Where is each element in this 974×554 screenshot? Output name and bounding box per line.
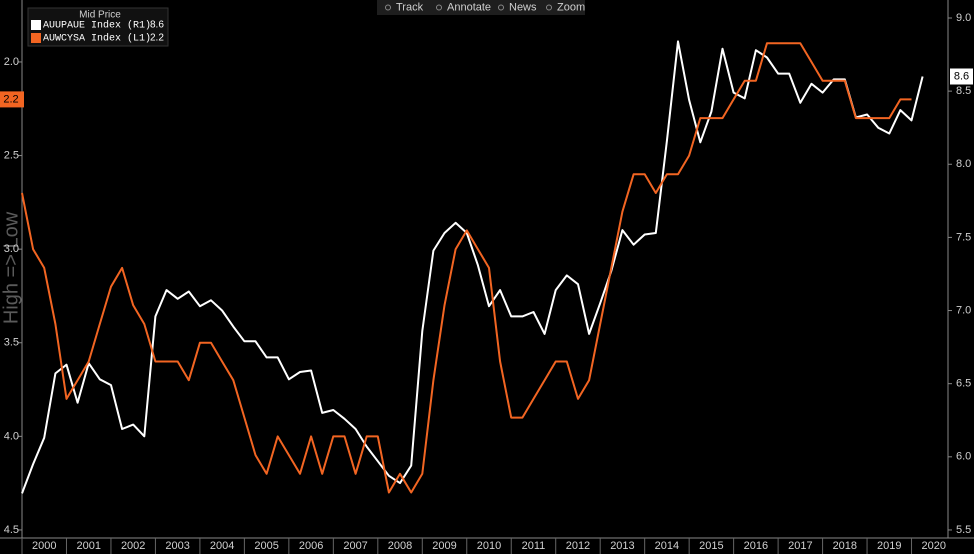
x-tick-label: 2001 [76,540,100,552]
toolbar-icon [436,4,442,11]
y-tick-label: 4.5 [4,524,19,536]
x-tick-label: 2000 [32,540,56,552]
series-line [21,42,912,494]
y2-tick-label: 8.0 [956,158,971,170]
x-tick-label: 2009 [432,540,456,552]
y-tick-label: 3.0 [4,243,19,255]
last-value-badge [950,68,973,85]
toolbar: Track Annotate News Zoom [377,0,585,15]
y-tick-label: 4.0 [4,430,19,442]
legend-label: AUUPAUE Index (R1) [43,20,151,32]
x-tick-label: 2014 [655,540,679,552]
x-tick-label: 2003 [165,540,189,552]
y2-tick-label: 6.0 [956,451,971,463]
toolbar-button[interactable]: News [509,1,537,13]
x-tick-label: 2007 [343,540,367,552]
y2-tick-label: 9.0 [956,12,971,24]
x-tick-label: 2002 [121,540,145,552]
y2-tick-label: 7.0 [956,304,971,316]
legend-swatch [31,20,41,30]
legend-box [27,7,169,47]
series-line [21,40,924,494]
y2-tick-label: 8.5 [956,85,971,97]
toolbar-button[interactable]: Zoom [557,1,585,13]
x-tick-label: 2015 [699,540,723,552]
x-tick-label: 2010 [477,540,501,552]
toolbar-icon [498,4,504,11]
y-tick-label: 3.5 [4,337,19,349]
y2-tick-label: 5.5 [956,524,971,536]
legend-swatch [31,33,41,43]
last-value-label: 2.2 [3,93,18,105]
x-tick-label: 2006 [299,540,323,552]
legend-title: Mid Price [79,10,121,21]
x-tick-label: 2013 [610,540,634,552]
x-tick-label: 2018 [833,540,857,552]
y2-tick-label: 7.5 [956,231,971,243]
toolbar-button[interactable]: Track [396,1,424,13]
y-axis-label: High => Low [0,211,22,324]
x-tick-label: 2005 [254,540,278,552]
toolbar-icon [546,4,552,11]
legend-value: 8.6 [150,20,164,31]
x-tick-label: 2017 [788,540,812,552]
last-value-label: 8.6 [954,70,969,82]
legend-label: AUWCYSA Index (L1) [43,33,151,45]
toolbar-icon [385,4,391,11]
y2-tick-label: 6.5 [956,378,971,390]
x-tick-label: 2004 [210,540,234,552]
legend-value: 2.2 [150,33,164,44]
x-tick-label: 2012 [566,540,590,552]
x-tick-label: 2011 [522,540,546,552]
toolbar-button[interactable]: Annotate [447,1,491,13]
toolbar-background [377,0,585,15]
x-tick-label: 2016 [744,540,768,552]
y-tick-label: 2.0 [4,56,19,68]
last-value-badge [0,91,24,108]
x-tick-label: 2008 [388,540,412,552]
x-tick-label: 2019 [877,540,901,552]
y-tick-label: 2.5 [4,149,19,161]
x-tick-label: 2020 [922,540,946,552]
